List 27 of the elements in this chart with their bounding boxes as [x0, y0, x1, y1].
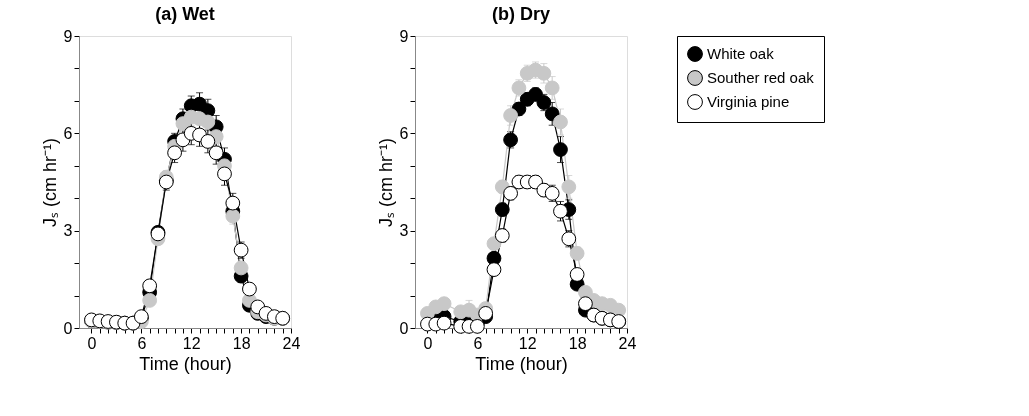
x-tick-label: 12: [518, 334, 537, 352]
legend-label: Souther red oak: [707, 69, 815, 86]
chart-title: (b) Dry: [492, 4, 550, 24]
y-tick-label: 9: [63, 27, 73, 45]
x-tick-label: 6: [473, 334, 483, 352]
chart-title: (a) Wet: [155, 4, 215, 24]
y-axis-title: Jₛ (cm hr⁻¹): [39, 138, 60, 227]
y-tick-label: 3: [399, 222, 409, 240]
x-axis-title: Time (hour): [475, 353, 568, 374]
y-axis-title: Jₛ (cm hr⁻¹): [375, 138, 396, 227]
y-tick-label: 9: [399, 27, 409, 45]
x-tick-label: 24: [618, 334, 637, 352]
x-axis-title: Time (hour): [139, 353, 232, 374]
x-tick-label: 0: [423, 334, 433, 352]
y-tick-label: 6: [399, 124, 409, 142]
x-tick-label: 24: [282, 334, 301, 352]
x-tick-label: 12: [182, 334, 201, 352]
x-tick-label: 6: [137, 334, 147, 352]
x-tick-label: 18: [232, 334, 251, 352]
y-tick-label: 0: [399, 319, 409, 337]
y-tick-label: 3: [63, 222, 73, 240]
y-tick-label: 6: [63, 124, 73, 142]
legend-label: White oak: [707, 45, 775, 62]
y-tick-label: 0: [63, 319, 73, 337]
legend-label: Virginia pine: [707, 93, 790, 110]
x-tick-label: 0: [87, 334, 97, 352]
x-tick-label: 18: [568, 334, 587, 352]
